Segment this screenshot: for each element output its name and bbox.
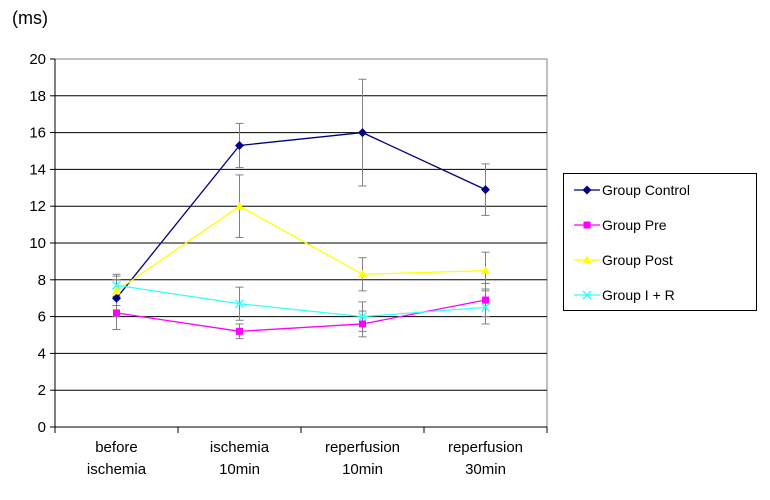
data-point-group-post <box>235 201 244 210</box>
data-point-group-control <box>481 185 490 195</box>
x-tick-label-line: 10min <box>342 461 383 478</box>
data-point-group-pre <box>113 309 120 317</box>
y-tick-label: 0 <box>38 419 46 436</box>
legend-item: Group I + R <box>572 285 675 305</box>
series-line-group-pre <box>116 299 486 332</box>
x-tick-label-line: ischemia <box>86 461 147 478</box>
x-tick-label: reperfusion 30min <box>426 437 546 481</box>
legend-swatch <box>574 255 600 264</box>
series-line-group-control <box>115 131 486 299</box>
y-tick-label: 2 <box>38 382 46 399</box>
y-tick-label: 4 <box>38 345 46 362</box>
data-point-group-i-r <box>111 280 122 290</box>
legend-swatch <box>574 221 600 229</box>
legend-marker <box>582 185 592 195</box>
series-line-group-i-r <box>116 284 486 318</box>
series-line-group-post <box>116 205 486 292</box>
legend-swatch <box>574 185 600 195</box>
legend-item: Group Post <box>572 250 673 270</box>
data-point-group-pre <box>359 320 366 328</box>
y-tick-label: 8 <box>38 272 46 289</box>
x-tick-label-line: ischemia <box>209 439 270 456</box>
x-tick-label-line: 10min <box>219 461 260 478</box>
chart-legend: Group Control Group Pre Group Post Group I … <box>563 173 757 311</box>
x-tick-label: before ischemia <box>57 437 177 481</box>
y-tick-label: 14 <box>29 161 46 178</box>
x-tick-label-line: reperfusion <box>324 439 401 456</box>
y-tick-label: 20 <box>29 51 46 68</box>
y-unit-label: (ms) <box>12 8 48 28</box>
data-point-group-control <box>358 128 367 138</box>
y-tick-label: 12 <box>29 198 46 215</box>
data-point-group-post <box>481 266 490 275</box>
data-point-group-pre <box>236 327 243 335</box>
legend-label: Group Pre <box>602 217 667 233</box>
legend-marker <box>583 221 591 229</box>
x-tick-label-line: before <box>95 439 138 456</box>
x-tick-label: ischemia 10min <box>180 437 300 481</box>
data-point-group-i-r <box>480 302 491 312</box>
legend-marker <box>582 290 592 300</box>
legend-label: Group I + R <box>602 287 675 303</box>
y-tick-label: 18 <box>29 88 46 105</box>
legend-marker <box>582 255 592 264</box>
data-point-group-post <box>358 269 367 278</box>
data-point-group-control <box>235 140 244 150</box>
data-point-group-control <box>112 293 121 303</box>
legend-swatch <box>574 290 600 300</box>
y-tick-label: 10 <box>29 235 46 252</box>
legend-label: Group Control <box>602 182 690 198</box>
legend-item: Group Pre <box>572 215 667 235</box>
y-tick-label: 16 <box>29 125 46 142</box>
legend-label: Group Post <box>602 252 673 268</box>
x-tick-label: reperfusion 10min <box>303 437 423 481</box>
x-tick-label-line: reperfusion <box>447 439 524 456</box>
data-point-group-post <box>112 286 121 295</box>
data-point-group-i-r <box>357 312 368 322</box>
x-tick-label-line: 30min <box>465 461 506 478</box>
data-point-group-i-r <box>234 299 245 309</box>
legend-item: Group Control <box>572 180 690 200</box>
data-point-group-pre <box>482 296 489 304</box>
y-tick-label: 6 <box>38 309 46 326</box>
